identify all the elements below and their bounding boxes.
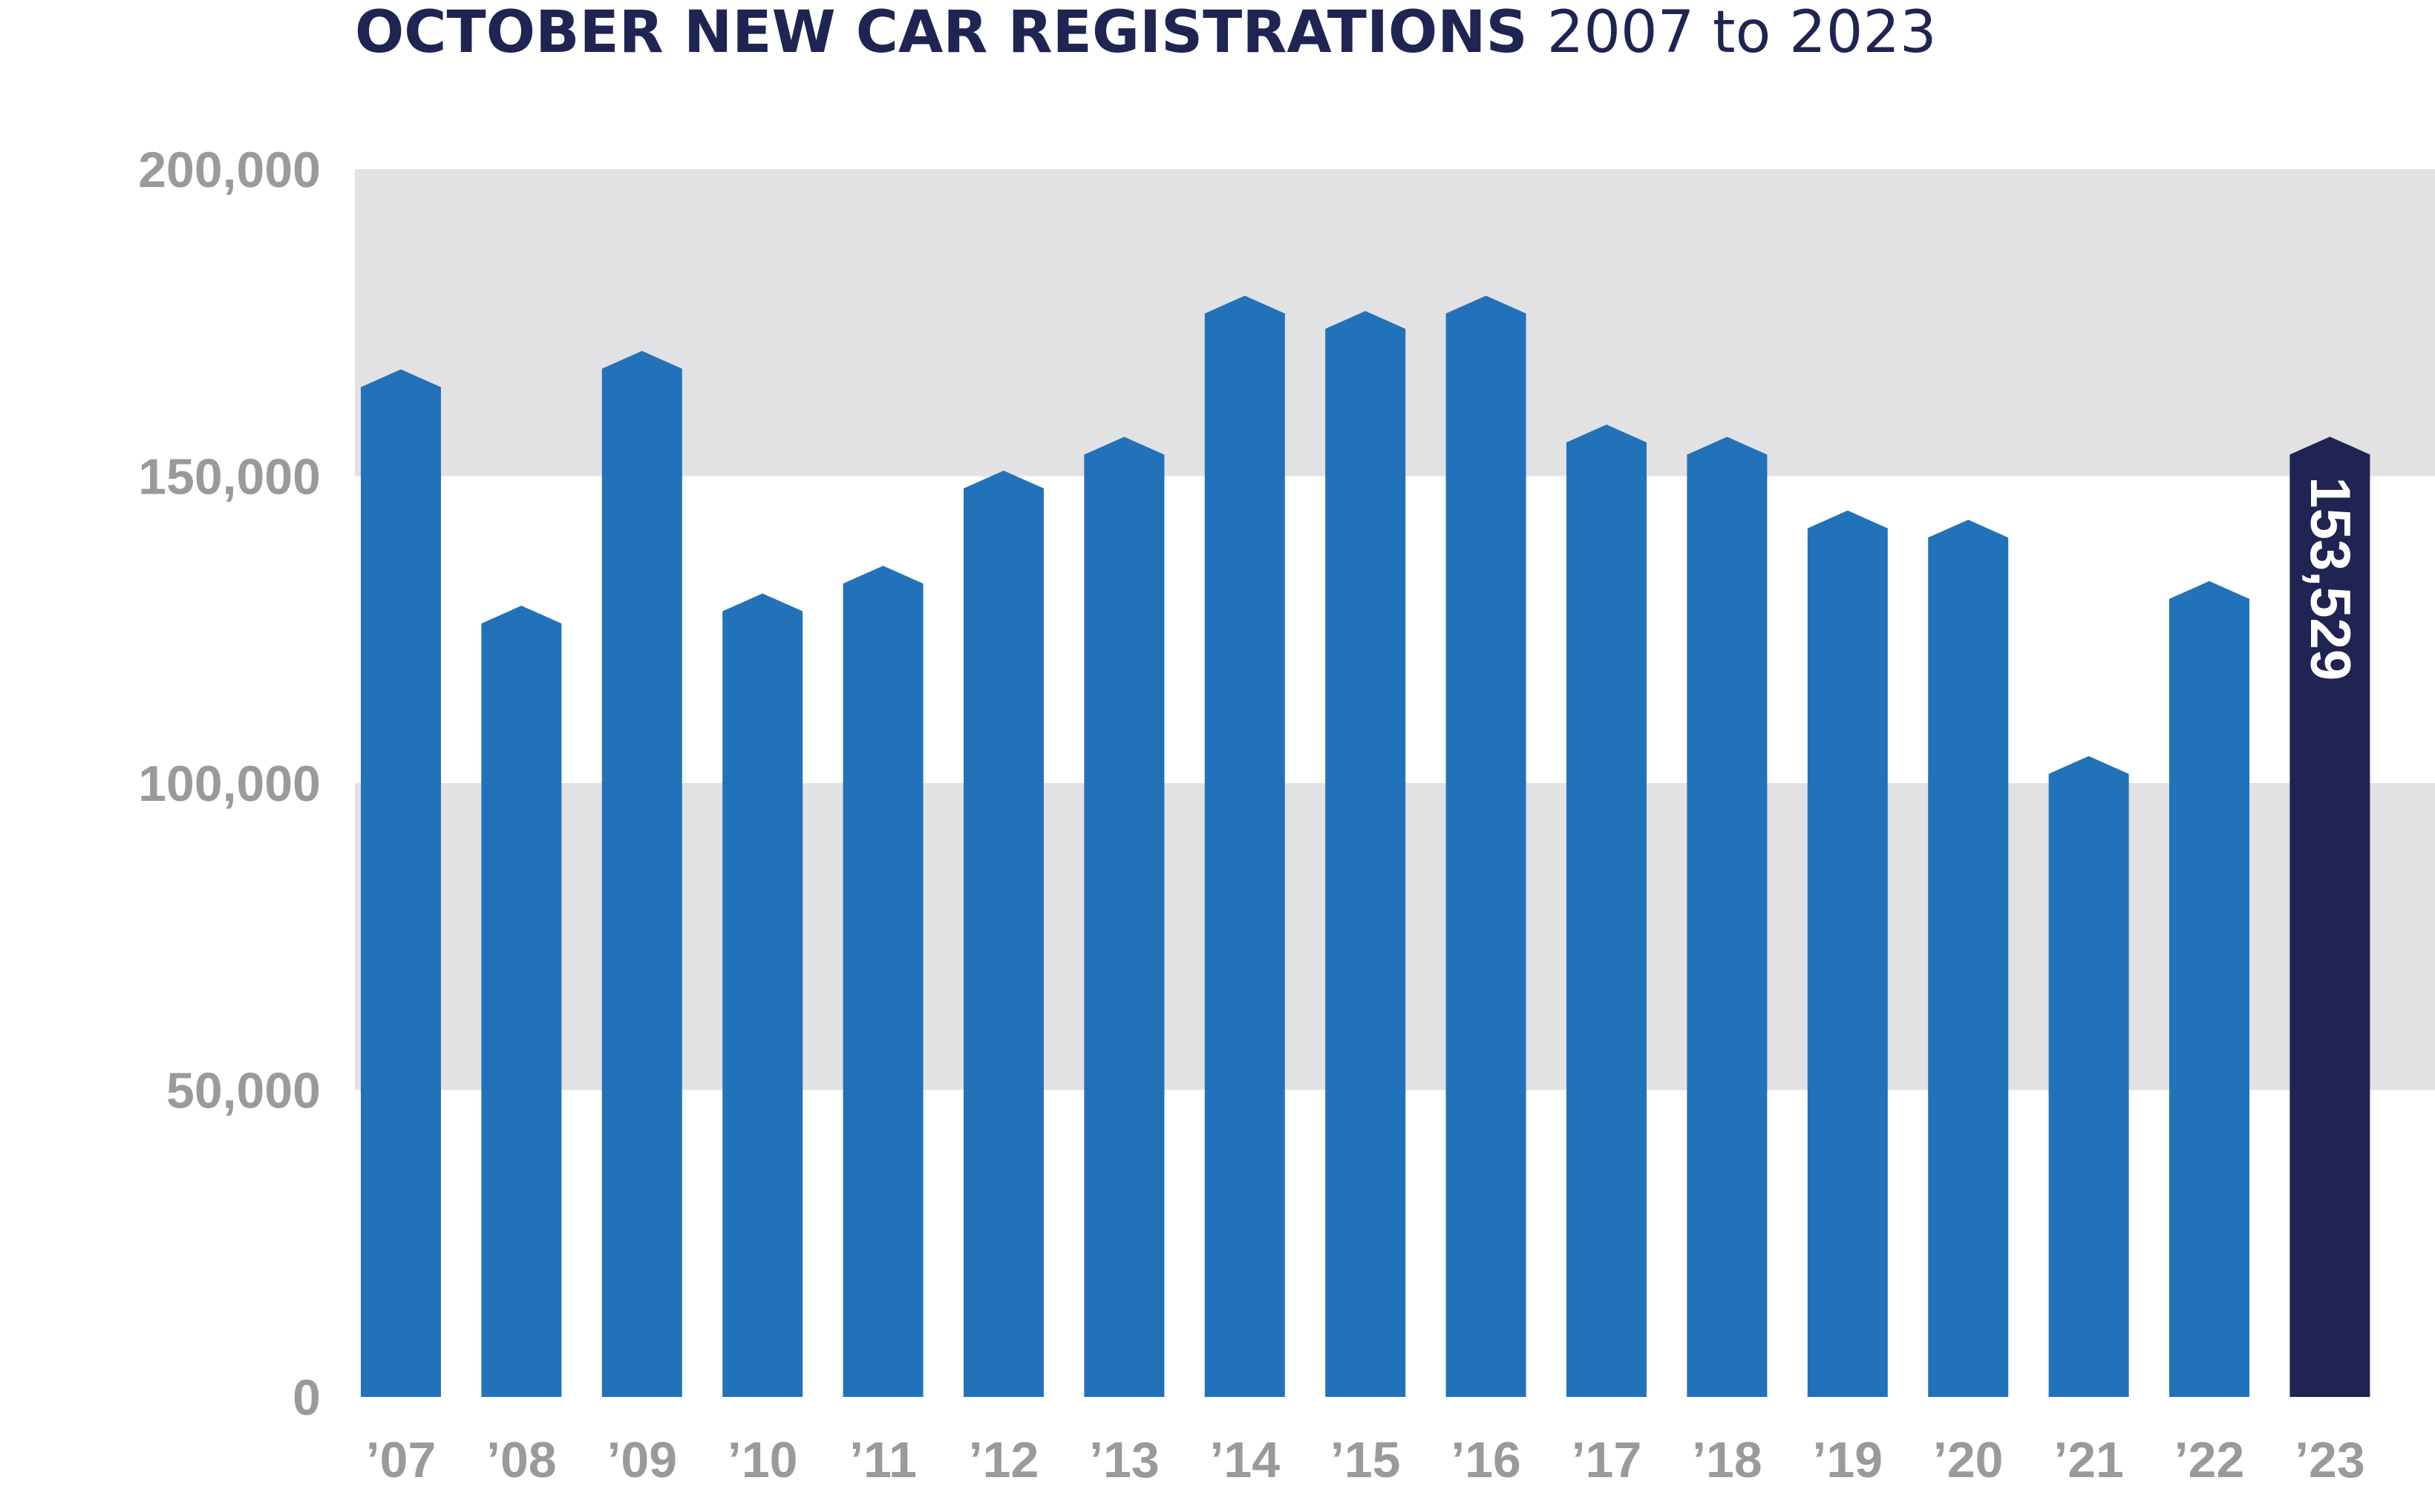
x-tick-label: ’21: [2053, 1432, 2124, 1488]
x-axis: ’07 ’08 ’09 ’10 ’11 ’12 ’13 ’14 ’15 ’16 ’17 ’18 ’19 ’…: [366, 1432, 2365, 1488]
bar: [481, 605, 562, 1397]
bar: [1807, 510, 1888, 1398]
y-tick-label: 50,000: [166, 1063, 321, 1119]
bar: [1445, 295, 1526, 1398]
y-tick-label: 200,000: [138, 142, 321, 198]
bar: [843, 566, 924, 1397]
bars: 153,529: [361, 295, 2370, 1398]
data-label: 153,529: [2298, 477, 2362, 681]
bar: [1566, 425, 1647, 1397]
x-tick-label: ’17: [1572, 1432, 1642, 1488]
x-tick-label: ’08: [486, 1432, 557, 1488]
x-tick-label: ’15: [1330, 1432, 1401, 1488]
bar: [601, 350, 682, 1397]
bar: [1687, 436, 1768, 1398]
x-tick-label: ’07: [366, 1432, 437, 1488]
x-tick-label: ’23: [2295, 1432, 2365, 1488]
x-tick-label: ’13: [1089, 1432, 1160, 1488]
x-tick-label: ’19: [1813, 1432, 1883, 1488]
chart-title-line: OCTOBER NEW CAR REGISTRATIONS 2007 to 20…: [355, 0, 1937, 66]
x-tick-label: ’22: [2174, 1432, 2245, 1488]
bar: [1084, 436, 1165, 1398]
bar: [1204, 295, 1285, 1398]
x-tick-label: ’10: [728, 1432, 798, 1488]
bar: [1325, 311, 1406, 1397]
bar: [361, 369, 441, 1398]
bar: [2169, 580, 2249, 1397]
x-tick-label: ’14: [1210, 1432, 1281, 1488]
y-axis: 0 50,000 100,000 150,000 200,000: [138, 142, 321, 1426]
x-tick-label: ’18: [1692, 1432, 1762, 1488]
bar: [722, 593, 803, 1398]
y-tick-label: 100,000: [138, 756, 321, 812]
bar: [2289, 436, 2370, 1397]
chart-title: OCTOBER NEW CAR REGISTRATIONS: [355, 0, 1528, 66]
bar: [964, 471, 1044, 1397]
y-tick-label: 0: [292, 1369, 321, 1426]
bar: [2048, 756, 2129, 1397]
x-tick-label: ’09: [607, 1432, 678, 1488]
x-tick-label: ’12: [969, 1432, 1039, 1488]
y-tick-label: 150,000: [138, 449, 321, 505]
x-tick-label: ’11: [849, 1432, 917, 1488]
chart-subtitle: 2007 to 2023: [1547, 0, 1937, 66]
x-tick-label: ’16: [1451, 1432, 1521, 1488]
bar: [1928, 520, 2009, 1398]
x-tick-label: ’20: [1933, 1432, 2004, 1488]
